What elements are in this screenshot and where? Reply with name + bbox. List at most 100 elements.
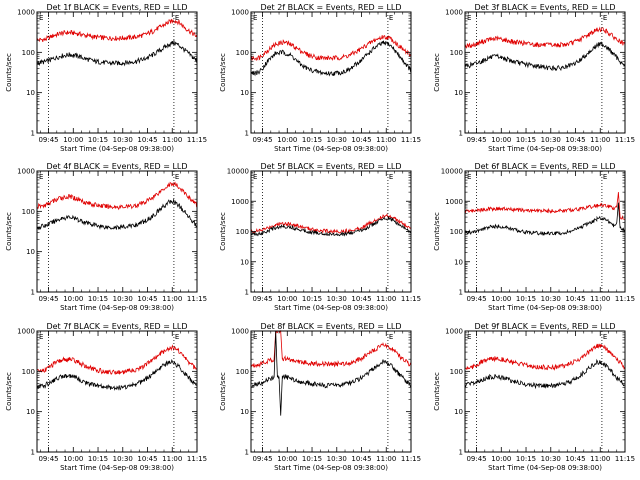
x-tick-label: 10:45 [137,455,157,463]
y-tick-label: 1000 [445,9,463,17]
y-tick-label: 10 [240,89,249,97]
panel-title: Det 7f BLACK = Events, RED = LLD [46,322,187,331]
x-tick-label: 10:15 [302,295,322,303]
x-tick-label: 11:00 [590,136,610,144]
x-tick-label: 10:45 [137,295,157,303]
marker-e-right: E [389,14,393,22]
x-axis-label: Start Time (04-Sep-08 09:38:00) [274,145,388,153]
panel-title: Det 4f BLACK = Events, RED = LLD [46,162,187,171]
plot-frame [250,330,412,453]
y-tick-label: 1 [245,449,249,457]
marker-e-left: E [467,14,471,22]
panel-title: Det 9f BLACK = Events, RED = LLD [474,322,615,331]
y-tick-label: 10 [26,248,35,256]
y-tick-label: 100 [22,208,35,216]
x-tick-label: 10:30 [113,295,133,303]
x-tick-label: 10:15 [88,136,108,144]
x-tick-label: 11:00 [376,295,396,303]
y-axis-label: Counts/sec [219,212,227,251]
x-tick-label: 10:30 [327,136,347,144]
y-tick-label: 100 [450,368,463,376]
y-tick-label: 100 [236,49,249,57]
x-tick-label: 09:45 [466,455,486,463]
plot-frame [250,11,412,134]
y-tick-label: 100 [236,368,249,376]
x-axis-label: Start Time (04-Sep-08 09:38:00) [488,304,602,312]
y-tick-label: 1000 [445,198,463,206]
x-tick-label: 10:00 [63,455,83,463]
y-axis-label: Counts/sec [219,372,227,411]
y-tick-label: 10 [454,89,463,97]
x-tick-label: 10:30 [541,455,561,463]
x-tick-label: 10:00 [63,295,83,303]
marker-e-left: E [467,333,471,341]
x-tick-label: 09:45 [252,295,272,303]
x-tick-label: 10:15 [516,455,536,463]
x-axis-label: Start Time (04-Sep-08 09:38:00) [488,145,602,153]
panel-title: Det 1f BLACK = Events, RED = LLD [46,3,187,12]
y-tick-label: 10 [454,408,463,416]
x-tick-label: 11:00 [590,295,610,303]
x-tick-label: 10:15 [302,455,322,463]
y-tick-label: 1000 [445,328,463,336]
x-tick-label: 10:00 [491,455,511,463]
marker-e-right: E [603,333,607,341]
y-tick-label: 1000 [231,9,249,17]
series-lld-line [36,18,198,43]
y-tick-label: 100 [22,49,35,57]
x-tick-label: 10:15 [88,455,108,463]
series-events-line [464,41,626,72]
x-tick-label: 11:00 [162,455,182,463]
x-tick-label: 11:15 [401,295,421,303]
y-tick-label: 10 [26,408,35,416]
series-lld-line [465,343,626,371]
x-axis-label: Start Time (04-Sep-08 09:38:00) [488,464,602,472]
y-axis-label: Counts/sec [5,53,13,92]
x-axis-label: Start Time (04-Sep-08 09:38:00) [274,464,388,472]
marker-e-left: E [253,173,257,181]
x-tick-label: 09:45 [252,136,272,144]
panel-title: Det 5f BLACK = Events, RED = LLD [260,162,401,171]
plot-frame [464,11,626,134]
x-tick-label: 09:45 [252,455,272,463]
x-tick-label: 10:15 [516,136,536,144]
y-tick-label: 100 [236,228,249,236]
plot-frame [36,170,198,293]
plot-frame [464,330,626,453]
y-tick-label: 10000 [441,168,463,176]
x-tick-label: 10:45 [565,455,585,463]
series-events-line [36,358,198,391]
y-tick-label: 10 [240,258,249,266]
y-tick-label: 1 [31,449,35,457]
y-tick-label: 1000 [17,9,35,17]
marker-e-left: E [467,173,471,181]
x-tick-label: 10:30 [541,136,561,144]
y-tick-label: 1 [245,289,249,297]
y-tick-label: 1000 [17,328,35,336]
y-axis-label: Counts/sec [433,372,441,411]
marker-e-left: E [253,333,257,341]
y-axis-label: Counts/sec [5,372,13,411]
y-tick-label: 1 [31,289,35,297]
series-events-line [250,330,412,416]
x-axis-label: Start Time (04-Sep-08 09:38:00) [60,464,174,472]
y-tick-label: 100 [450,49,463,57]
y-axis-label: Counts/sec [219,53,227,92]
plot-frame [250,170,412,293]
x-tick-label: 10:45 [565,136,585,144]
y-tick-label: 1000 [231,328,249,336]
marker-e-right: E [175,333,179,341]
x-tick-label: 11:00 [376,455,396,463]
x-tick-label: 11:15 [401,455,421,463]
x-tick-label: 11:15 [187,455,207,463]
x-tick-label: 11:15 [615,455,635,463]
x-axis-label: Start Time (04-Sep-08 09:38:00) [60,145,174,153]
panel-title: Det 2f BLACK = Events, RED = LLD [260,3,401,12]
y-axis-label: Counts/sec [433,212,441,251]
marker-e-left: E [39,333,43,341]
y-axis-label: Counts/sec [5,212,13,251]
